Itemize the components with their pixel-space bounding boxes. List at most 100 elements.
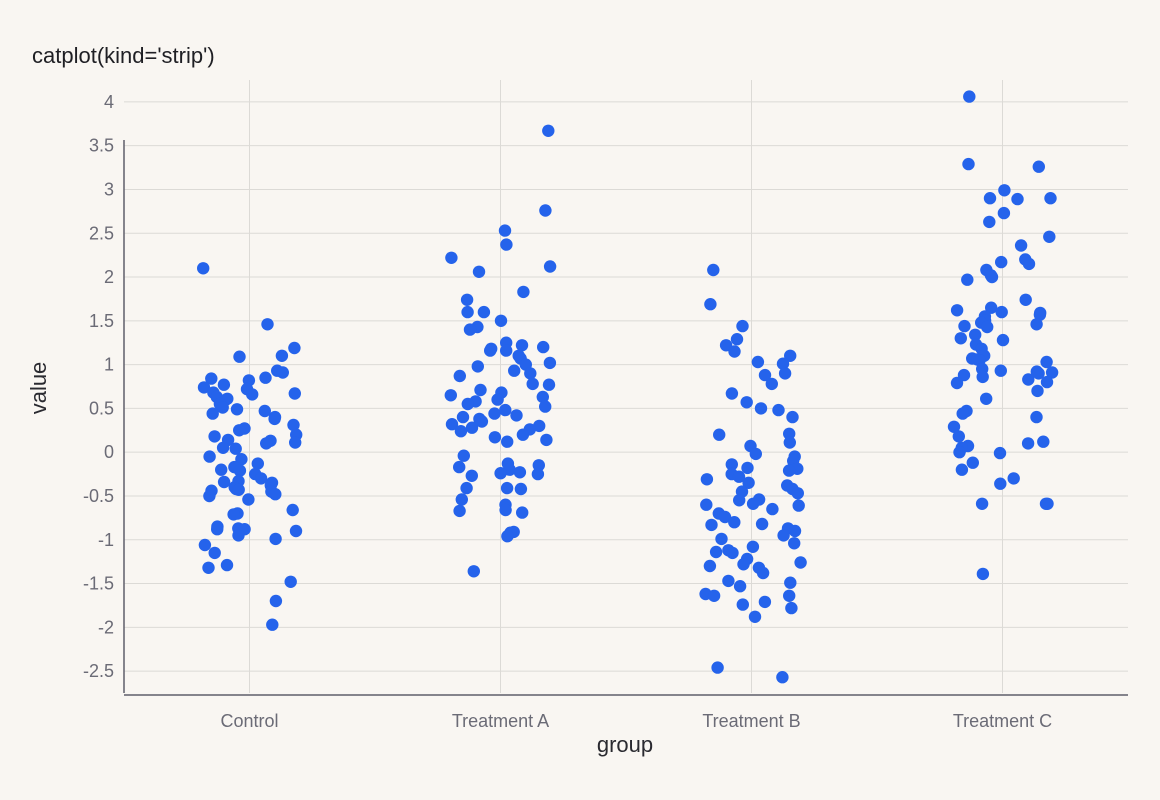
- data-point: [703, 559, 717, 573]
- data-point: [707, 589, 721, 602]
- data-point: [728, 516, 741, 529]
- data-point: [284, 575, 297, 588]
- x-tick-label: Treatment A: [452, 711, 549, 731]
- data-point: [1032, 367, 1045, 380]
- data-point: [726, 546, 739, 560]
- data-point: [455, 493, 468, 506]
- data-point: [791, 487, 804, 500]
- data-point: [197, 262, 210, 275]
- data-point: [995, 255, 1008, 269]
- data-point: [208, 430, 221, 443]
- data-point: [445, 251, 458, 264]
- data-point: [232, 529, 245, 542]
- data-point: [782, 464, 796, 477]
- data-point: [711, 661, 724, 674]
- data-point: [736, 598, 749, 611]
- data-point: [488, 407, 501, 420]
- data-point: [500, 481, 514, 495]
- data-point: [208, 546, 221, 560]
- data-point: [287, 418, 300, 432]
- data-point: [1040, 375, 1054, 389]
- data-point: [961, 273, 974, 286]
- data-point: [288, 341, 301, 355]
- data-point: [952, 430, 965, 443]
- data-point: [707, 263, 720, 277]
- data-point: [514, 482, 528, 496]
- data-point: [261, 318, 274, 331]
- data-point: [980, 392, 993, 405]
- data-point: [1021, 437, 1035, 450]
- data-point: [786, 410, 799, 424]
- data-point: [211, 523, 224, 536]
- data-point: [266, 618, 279, 631]
- data-point: [508, 364, 521, 377]
- data-point: [499, 503, 512, 517]
- data-point: [1022, 373, 1035, 386]
- data-point: [700, 498, 713, 511]
- data-point: [460, 293, 474, 306]
- data-point: [516, 428, 530, 441]
- data-point: [269, 532, 282, 546]
- data-point: [268, 412, 281, 426]
- data-point: [1007, 472, 1020, 485]
- data-point: [1022, 257, 1036, 271]
- y-tick-label: 1.5: [89, 311, 114, 331]
- data-point: [722, 574, 735, 588]
- data-point: [197, 381, 211, 394]
- data-point: [471, 360, 484, 373]
- y-tick-label: 3: [104, 179, 114, 199]
- chart-title: catplot(kind='strip'): [32, 43, 215, 68]
- data-point: [976, 567, 990, 581]
- data-point: [465, 469, 478, 482]
- y-tick-label: 1: [104, 355, 114, 375]
- data-point: [788, 537, 801, 550]
- data-point: [242, 493, 255, 506]
- data-point: [1031, 384, 1044, 398]
- data-point: [269, 488, 282, 501]
- y-tick-label: 2: [104, 267, 114, 287]
- data-point: [453, 460, 466, 474]
- data-point: [746, 540, 760, 553]
- data-point: [994, 364, 1007, 377]
- data-point: [754, 402, 768, 415]
- data-point: [501, 530, 514, 543]
- y-tick-label: -1.5: [83, 574, 114, 594]
- data-point: [526, 377, 539, 391]
- data-point: [741, 461, 754, 475]
- data-point: [958, 319, 971, 333]
- data-point: [543, 356, 557, 370]
- data-point: [453, 369, 466, 383]
- data-point: [1041, 497, 1054, 510]
- data-point: [229, 442, 242, 455]
- data-point: [995, 305, 1008, 319]
- data-point: [475, 415, 489, 428]
- data-point: [463, 323, 477, 336]
- data-point: [227, 508, 240, 521]
- data-point: [784, 349, 797, 362]
- data-points: [197, 90, 1059, 684]
- data-point: [994, 477, 1007, 490]
- data-point: [776, 357, 790, 370]
- data-point: [950, 376, 964, 390]
- data-point: [756, 566, 770, 580]
- data-point: [792, 499, 805, 512]
- data-point: [746, 497, 760, 510]
- data-point: [540, 433, 553, 447]
- data-point: [461, 397, 474, 411]
- data-point: [751, 355, 765, 369]
- data-point: [516, 506, 529, 519]
- data-point: [777, 529, 790, 542]
- y-tick-label: -2: [98, 617, 114, 637]
- y-tick-label: -1: [98, 530, 114, 550]
- data-point: [975, 497, 989, 510]
- data-point: [203, 489, 216, 503]
- data-point: [954, 332, 967, 345]
- data-point: [498, 224, 512, 237]
- data-point: [776, 671, 789, 684]
- data-point: [537, 340, 550, 354]
- data-point: [494, 314, 508, 327]
- data-point: [233, 350, 246, 363]
- data-point: [733, 580, 747, 593]
- data-point: [536, 390, 549, 404]
